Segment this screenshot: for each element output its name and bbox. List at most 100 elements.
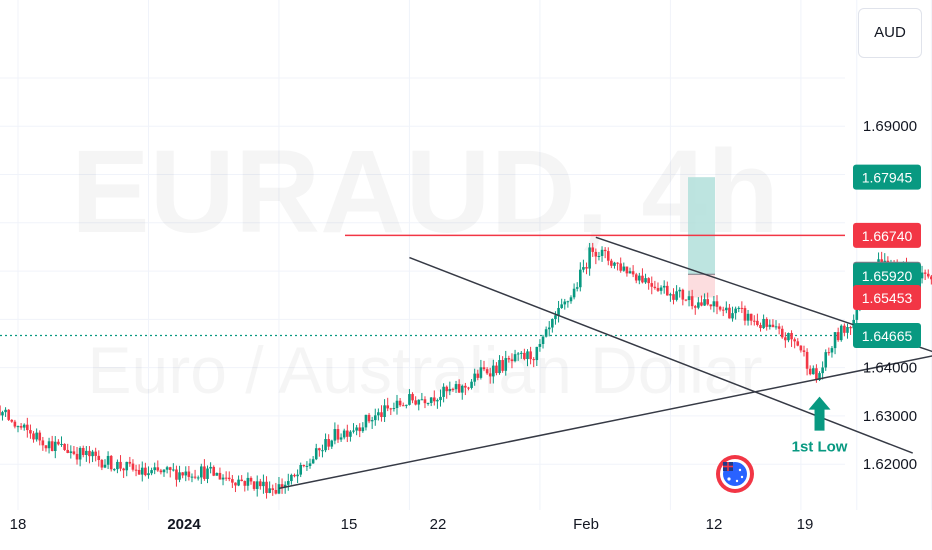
candle-up bbox=[504, 358, 508, 371]
candle-down bbox=[585, 267, 588, 269]
candle-down bbox=[849, 327, 852, 329]
annotations[interactable]: 1st Low2nd Low bbox=[792, 353, 932, 456]
candle-up bbox=[60, 443, 63, 445]
candle-down bbox=[398, 400, 402, 406]
candle-down bbox=[690, 296, 694, 307]
candle-up bbox=[162, 469, 166, 473]
candle-up bbox=[547, 327, 551, 330]
candle-up bbox=[575, 287, 579, 289]
target-zone[interactable] bbox=[688, 177, 715, 275]
candle-up bbox=[420, 399, 424, 401]
candle-up bbox=[125, 461, 129, 471]
time-tick-label: 18 bbox=[10, 516, 27, 533]
candle-down bbox=[81, 447, 85, 455]
candle-up bbox=[299, 464, 303, 475]
candle-up bbox=[712, 301, 716, 307]
price-tag: 1.64665 bbox=[853, 323, 921, 349]
candle-up bbox=[172, 469, 175, 471]
candle-up bbox=[541, 336, 545, 345]
candle-up bbox=[206, 468, 209, 479]
candle-up bbox=[153, 467, 156, 471]
candle-down bbox=[414, 400, 417, 405]
candle-down bbox=[634, 274, 638, 281]
price-tag-value: 1.65453 bbox=[862, 290, 913, 306]
candle-down bbox=[0, 405, 1, 416]
candle-down bbox=[66, 449, 70, 453]
candle-up bbox=[774, 326, 778, 328]
candle-down bbox=[665, 285, 669, 296]
candle-up bbox=[255, 481, 259, 489]
candle-down bbox=[234, 482, 237, 486]
candle-down bbox=[752, 320, 756, 322]
candle-down bbox=[401, 405, 405, 407]
candle-down bbox=[815, 368, 818, 381]
candle-down bbox=[759, 324, 762, 329]
candle-down bbox=[625, 266, 629, 274]
candle-down bbox=[41, 440, 45, 446]
candle-up bbox=[526, 351, 529, 360]
price-tag-value: 1.66740 bbox=[862, 228, 913, 244]
time-tick-label: 22 bbox=[430, 516, 447, 533]
price-axis[interactable]: 1.69000 1.64000 1.63000 1.62000 bbox=[863, 118, 917, 473]
candle-down bbox=[10, 419, 14, 422]
candle-up bbox=[324, 439, 327, 451]
candle-down bbox=[318, 448, 321, 451]
annotation-1: 1st Low bbox=[792, 396, 848, 456]
candle-up bbox=[395, 400, 399, 409]
time-axis[interactable]: 18 2024 15 22 Feb 12 19 bbox=[10, 516, 814, 533]
candle-down bbox=[784, 337, 787, 341]
time-tick-label: 12 bbox=[706, 516, 723, 533]
currency-selector[interactable]: AUD bbox=[858, 8, 922, 58]
candle-up bbox=[383, 405, 386, 418]
symbol-watermark: EURAUD, 4h bbox=[71, 126, 779, 258]
candle-up bbox=[697, 302, 700, 308]
candle-down bbox=[610, 260, 613, 266]
candle-up bbox=[572, 288, 576, 298]
candle-up bbox=[370, 420, 374, 422]
stop-zone[interactable] bbox=[688, 274, 715, 298]
candle-up bbox=[830, 348, 834, 353]
candle-up bbox=[305, 465, 309, 467]
candle-up bbox=[613, 262, 616, 266]
candle-down bbox=[134, 469, 138, 471]
candle-down bbox=[75, 453, 79, 460]
candle-down bbox=[728, 307, 731, 319]
candle-up bbox=[184, 471, 188, 476]
candle-up bbox=[426, 402, 430, 404]
candle-down bbox=[240, 479, 243, 482]
candle-up bbox=[746, 313, 750, 321]
candle-down bbox=[693, 306, 697, 308]
candle-down bbox=[280, 484, 284, 488]
candle-up bbox=[662, 285, 666, 288]
candle-down bbox=[181, 472, 184, 476]
candle-down bbox=[930, 276, 932, 280]
candle-up bbox=[237, 479, 240, 486]
candle-down bbox=[227, 477, 231, 480]
candle-up bbox=[373, 415, 377, 421]
candle-down bbox=[380, 412, 383, 418]
candle-up bbox=[439, 396, 442, 401]
candle-up bbox=[147, 473, 150, 476]
up-arrow-icon bbox=[808, 396, 831, 431]
price-tags: 1.679451.667401.659351.6592002:01:411.65… bbox=[853, 164, 921, 349]
candle-up bbox=[311, 459, 315, 464]
channel-line bbox=[409, 256, 913, 454]
price-tick-label: 1.63000 bbox=[863, 408, 917, 425]
candle-down bbox=[231, 479, 234, 483]
candle-down bbox=[507, 358, 511, 360]
candle-down bbox=[44, 445, 48, 449]
candle-down bbox=[144, 467, 147, 476]
candle-down bbox=[765, 318, 769, 327]
candle-up bbox=[246, 477, 250, 486]
candle-down bbox=[464, 385, 467, 388]
candle-up bbox=[392, 408, 396, 410]
candle-up bbox=[22, 424, 26, 428]
candle-up bbox=[113, 469, 116, 471]
candle-up bbox=[333, 429, 337, 441]
candle-up bbox=[448, 388, 452, 392]
candle-up bbox=[199, 466, 203, 478]
candle-up bbox=[1, 412, 4, 416]
candle-up bbox=[855, 304, 859, 320]
candle-up bbox=[622, 266, 626, 271]
